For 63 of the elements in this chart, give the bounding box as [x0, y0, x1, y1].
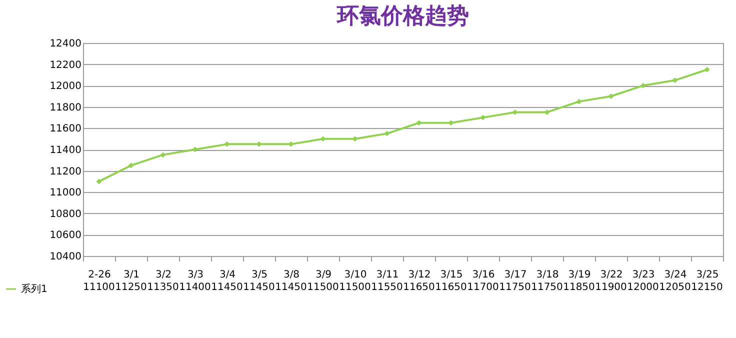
y-tick-label: 11800: [50, 102, 82, 114]
point: [704, 66, 710, 72]
data-label: 11850: [563, 282, 595, 293]
point: [192, 146, 198, 152]
point: [672, 78, 678, 84]
y-tick-label: 11600: [50, 124, 82, 135]
data-label: 11450: [211, 282, 243, 293]
x-tick-label: 3/19: [568, 270, 591, 280]
data-label: 11650: [403, 282, 435, 293]
data-label: 11250: [115, 282, 147, 293]
data-label: 11550: [371, 282, 403, 293]
x-tick-label: 3/25: [696, 270, 719, 280]
y-tick-label: 11200: [50, 166, 82, 178]
data-label: 11750: [499, 282, 531, 293]
data-label: 11500: [307, 282, 339, 293]
data-label: 11350: [147, 282, 179, 293]
point: [160, 152, 166, 158]
y-tick-label: 11000: [50, 188, 82, 199]
x-tick-label: 3/12: [408, 270, 431, 280]
data-label: 11900: [595, 282, 627, 293]
x-tick-label: 3/23: [632, 270, 655, 280]
x-tick-label: 3/8: [283, 270, 300, 280]
legend-label: 系列1: [21, 283, 48, 295]
y-tick-label: 11400: [50, 145, 82, 156]
x-tick-label: 3/3: [187, 270, 204, 280]
point: [128, 162, 134, 168]
x-tick-label: 3/2: [155, 270, 172, 280]
point: [576, 98, 582, 104]
y-tick-label: 10600: [50, 230, 82, 242]
point: [480, 114, 486, 120]
data-label: 11100: [83, 282, 115, 293]
data-label: 11700: [467, 282, 499, 293]
point: [96, 178, 102, 184]
x-tick-label: 3/11: [376, 270, 399, 280]
x-tick-label: 3/24: [664, 270, 687, 280]
data-label: 11450: [243, 282, 275, 293]
y-tick-label: 12000: [50, 81, 82, 92]
x-tick-label: 3/15: [440, 270, 463, 280]
data-label: 12050: [659, 282, 691, 293]
point: [384, 130, 390, 136]
data-label: 11450: [275, 282, 307, 293]
x-tick-label: 3/1: [123, 270, 140, 280]
x-tick-label: 3/17: [504, 270, 527, 280]
x-tick-label: 3/5: [251, 270, 268, 280]
y-tick-label: 12200: [50, 60, 82, 71]
x-tick-label: 3/9: [315, 270, 332, 280]
x-tick-label: 3/18: [536, 270, 559, 280]
data-label: 11500: [339, 282, 371, 293]
chart-title: 环氯价格趋势: [336, 3, 469, 29]
x-tick-label: 3/10: [344, 270, 367, 280]
data-label: 11400: [179, 282, 211, 293]
y-tick-label: 10800: [50, 208, 82, 220]
x-tick-label: 3/16: [472, 270, 495, 280]
x-tick-label: 2-26: [88, 270, 111, 280]
data-label: 12000: [627, 282, 659, 293]
data-label: 11750: [531, 282, 563, 293]
point: [640, 82, 646, 88]
y-tick-label: 12400: [50, 38, 82, 50]
data-label: 12150: [691, 282, 723, 293]
data-label: 11650: [435, 282, 467, 293]
x-tick-label: 3/22: [600, 270, 623, 280]
x-tick-label: 3/4: [219, 270, 236, 280]
y-tick-label: 10400: [50, 252, 82, 262]
